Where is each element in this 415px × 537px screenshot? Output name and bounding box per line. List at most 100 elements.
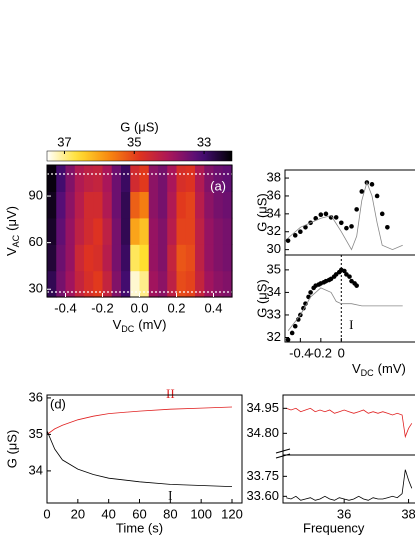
data-point xyxy=(369,182,375,187)
heat-cell xyxy=(56,217,67,245)
x-axis-title: Frequency xyxy=(303,520,365,535)
data-line xyxy=(286,407,413,439)
data-point xyxy=(349,224,354,229)
heat-cell xyxy=(47,244,57,272)
data-point xyxy=(347,274,352,279)
x-tick-label: 40 xyxy=(101,506,115,521)
heat-cell xyxy=(204,191,215,219)
heat-cell xyxy=(74,191,85,219)
heat-cell xyxy=(213,244,224,272)
x-tick-label: 120 xyxy=(221,506,243,521)
plot-area xyxy=(285,180,403,251)
heat-cell xyxy=(158,244,168,272)
heat-cell xyxy=(222,270,233,298)
y-axis-title: G (μS) xyxy=(254,279,269,318)
heat-cell xyxy=(185,217,196,245)
panel-label: (d) xyxy=(50,396,66,411)
y-tick-label: 30 xyxy=(267,241,281,256)
axis-break xyxy=(275,453,291,459)
y-tick-label: 34 xyxy=(267,205,281,220)
heat-cell xyxy=(130,244,141,272)
heat-cell xyxy=(213,165,224,192)
heat-cell xyxy=(111,270,122,298)
heat-cell xyxy=(111,191,122,219)
heat-cell xyxy=(47,165,57,192)
heat-cell xyxy=(74,270,85,298)
heat-cell xyxy=(65,244,76,272)
heat-cell xyxy=(84,217,94,245)
heat-cell xyxy=(185,270,196,298)
heat-cell xyxy=(111,165,122,192)
heat-cell xyxy=(93,165,104,192)
heat-cell xyxy=(139,270,150,298)
heat-cell xyxy=(65,191,76,219)
x-tick-label: 0.2 xyxy=(167,300,185,315)
plot-frame xyxy=(282,394,415,456)
heat-cell xyxy=(204,244,215,272)
data-point xyxy=(285,337,291,342)
x-tick-label: 0 xyxy=(338,345,345,360)
data-point xyxy=(303,301,308,306)
x-tick-label: 36 xyxy=(337,506,351,521)
heat-cell xyxy=(139,165,150,192)
data-point xyxy=(323,211,329,217)
plot-frame xyxy=(284,254,415,343)
heat-cell xyxy=(121,217,131,245)
y-tick-label: 60 xyxy=(29,234,43,249)
plot-frame xyxy=(284,169,415,256)
data-point xyxy=(285,238,291,243)
y-tick-label: 35 xyxy=(267,261,281,276)
data-line xyxy=(287,181,403,251)
data-point xyxy=(338,220,344,226)
heat-cell xyxy=(213,191,224,219)
heat-cell xyxy=(222,217,233,245)
x-tick-label: 80 xyxy=(163,506,177,521)
heat-cell xyxy=(158,270,168,298)
x-tick-label: 38 xyxy=(401,506,415,521)
heat-cell xyxy=(93,217,104,245)
heat-cell xyxy=(195,165,205,192)
y-tick-label: 33.60 xyxy=(246,488,279,503)
heat-cell xyxy=(65,165,76,192)
data-point xyxy=(379,211,385,217)
data-line xyxy=(286,469,413,501)
heat-cell xyxy=(65,270,76,298)
heat-cell xyxy=(130,270,141,298)
y-tick-label: 36 xyxy=(29,389,43,404)
data-point xyxy=(296,317,301,322)
x-axis-title-sub: DC xyxy=(121,324,134,334)
x-tick-label: 0.0 xyxy=(130,300,148,315)
heat-cell xyxy=(222,191,233,219)
heat-cell xyxy=(130,165,141,192)
heat-cell xyxy=(56,244,67,272)
x-tick-label: 0 xyxy=(43,506,50,521)
axis-break xyxy=(275,448,291,454)
heat-cell xyxy=(148,270,159,298)
x-axis-title-unit: (mV) xyxy=(378,361,406,376)
heat-cell xyxy=(213,270,224,298)
data-point xyxy=(344,225,349,231)
heat-cell xyxy=(102,191,113,219)
plot-frame xyxy=(282,454,415,504)
panel-label: (a) xyxy=(210,178,226,193)
data-point xyxy=(303,224,308,230)
data-point xyxy=(385,224,390,230)
heat-cell xyxy=(65,217,76,245)
heat-cell xyxy=(74,165,85,192)
y-tick-label: 34.80 xyxy=(246,425,279,440)
heat-cell xyxy=(148,244,159,272)
heat-cell xyxy=(185,165,196,192)
x-axis-title: Time (s) xyxy=(116,520,163,535)
series-label: I xyxy=(168,487,172,502)
colorbar-tick-label: 35 xyxy=(127,134,141,149)
data-point xyxy=(298,229,303,235)
plot-area xyxy=(286,469,413,501)
heat-cell xyxy=(222,244,233,272)
heat-cell xyxy=(47,217,57,245)
y-tick-label: 33 xyxy=(267,306,281,321)
data-point xyxy=(342,268,347,274)
heat-cell xyxy=(158,217,168,245)
y-tick-label: 32 xyxy=(267,329,281,344)
y-tick-label: 30 xyxy=(29,281,43,296)
heat-cell xyxy=(222,165,233,192)
